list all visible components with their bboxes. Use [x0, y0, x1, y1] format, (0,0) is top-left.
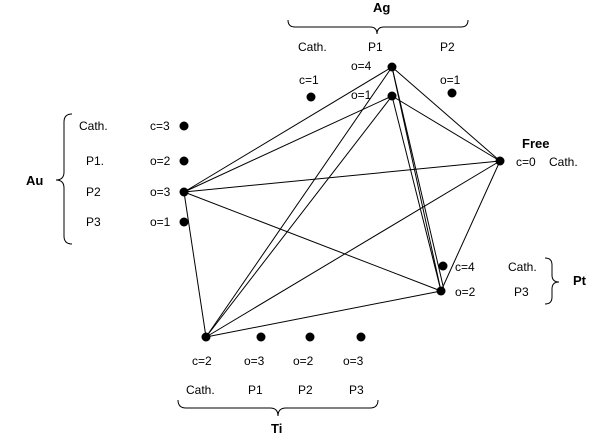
edge-ag-o4-pt-o2: [391, 66, 442, 292]
au-node-o1-label: o=1: [150, 215, 171, 229]
node-pt-o2: [436, 286, 446, 296]
node-pt-c4: [438, 261, 448, 271]
edge-free-pt-o2: [440, 160, 501, 292]
node-au-o1: [179, 217, 189, 227]
node-ti-c2: [201, 332, 211, 342]
au-title: Au: [26, 173, 44, 188]
node-free-c0: [495, 156, 505, 166]
edge-ag-o4-free: [391, 66, 501, 162]
ag-header-p2: P2: [440, 40, 455, 54]
au-node-c3-label: c=3: [150, 119, 170, 133]
ag-node-c1-label: c=1: [299, 73, 319, 87]
au-brace: [55, 113, 73, 245]
ag-node-o4-label: o=4: [351, 59, 372, 73]
edge-ag-o4-ti-c2: [205, 66, 393, 338]
nodes: [179, 62, 505, 342]
pt-node-c4-label: c=4: [455, 260, 475, 274]
edge-au-o3-free: [183, 160, 501, 193]
ag-node-p2-label: o=1: [440, 73, 461, 87]
ti-value-p3: o=3: [343, 354, 364, 368]
node-ti-p2: [305, 332, 315, 342]
ti-title: Ti: [271, 421, 283, 436]
ti-header-p2: P2: [298, 383, 313, 397]
edge-au-o3-ti-c2: [183, 191, 207, 338]
ag-header-cath: Cath.: [298, 40, 327, 54]
ag-brace: [287, 19, 469, 35]
node-ag-p2-o1: [447, 88, 457, 98]
connection-lines: [183, 66, 501, 338]
node-au-c3: [179, 121, 189, 131]
free-node-label: c=0: [516, 155, 536, 169]
edge-ag-o4-pt-o2-b: [391, 66, 445, 291]
au-row-p3: P3: [86, 215, 101, 229]
pt-brace: [544, 257, 560, 305]
au-row-p2: P2: [86, 185, 101, 199]
edge-au-o3-ag-o1: [183, 95, 393, 193]
ag-header-p1: P1: [368, 40, 383, 54]
node-au-o3: [179, 187, 189, 197]
edge-ag-o1-free: [391, 95, 501, 162]
edge-ag-o1-pt-o2: [391, 95, 442, 292]
au-row-p1: P1.: [86, 154, 105, 168]
node-ti-p1: [256, 332, 266, 342]
node-ag-o1: [387, 91, 397, 101]
node-ag-o4: [387, 62, 397, 72]
edge-au-o3-pt-o2: [183, 191, 442, 292]
node-au-o2: [179, 156, 189, 166]
ti-value-c2: c=2: [192, 354, 212, 368]
free-title: Free: [522, 136, 550, 151]
edge-au-o3-ag-o4: [183, 66, 393, 193]
pt-row-p3: P3: [514, 285, 529, 299]
node-ag-c1: [306, 92, 316, 102]
ag-node-o1-label: o=1: [351, 88, 372, 102]
ti-header-p3: P3: [349, 383, 364, 397]
ti-value-p2: o=2: [293, 354, 314, 368]
free-cath-label: Cath.: [549, 155, 578, 169]
ti-value-p1: o=3: [244, 354, 265, 368]
pt-node-o2-label: o=2: [455, 285, 476, 299]
edge-ag-o1-ti-c2: [205, 95, 393, 338]
ti-header-cath: Cath.: [186, 383, 215, 397]
ag-title: Ag: [373, 0, 391, 15]
edge-pt-o2-ti-c2: [205, 290, 442, 338]
pt-row-cath: Cath.: [508, 260, 537, 274]
edge-free-ti-c2: [205, 160, 501, 338]
ti-brace: [177, 399, 379, 417]
au-node-o2-label: o=2: [150, 154, 171, 168]
pt-title: Pt: [573, 273, 586, 288]
ti-header-p1: P1: [248, 383, 263, 397]
node-ti-p3: [356, 332, 366, 342]
au-row-cath: Cath.: [79, 119, 108, 133]
au-node-o3-label: o=3: [150, 185, 171, 199]
